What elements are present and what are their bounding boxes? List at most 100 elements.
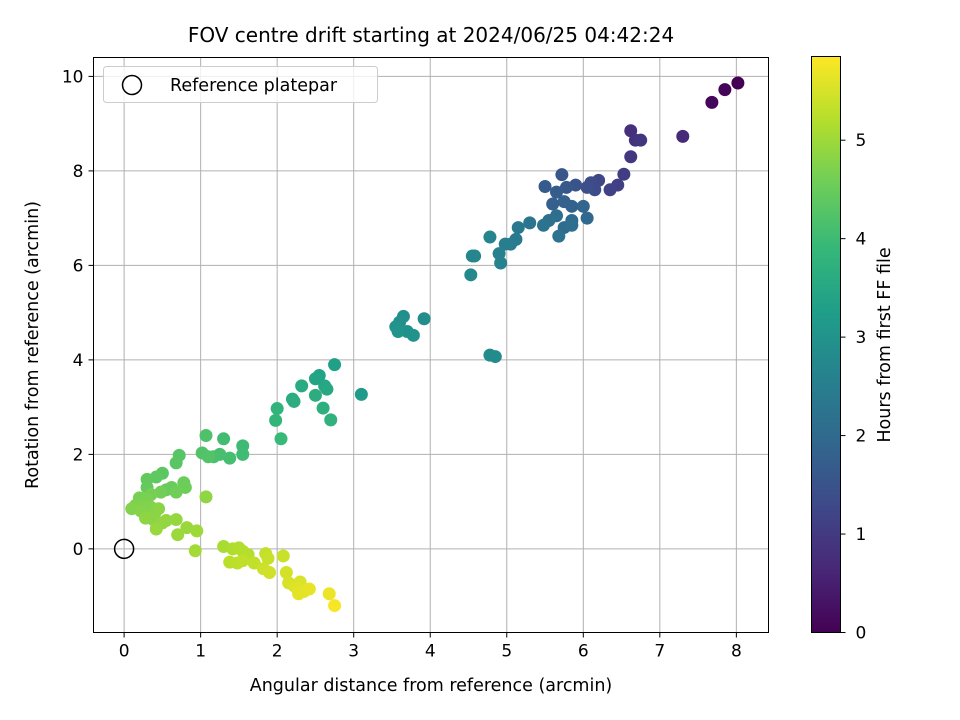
colorbar-tick-label: 3 xyxy=(856,328,867,348)
data-point xyxy=(546,197,560,211)
data-point xyxy=(468,249,482,263)
data-point xyxy=(308,372,322,386)
legend-reference-marker xyxy=(121,74,143,96)
data-point xyxy=(354,387,368,401)
x-tick-label: 8 xyxy=(731,642,742,662)
data-point xyxy=(523,216,537,230)
data-point xyxy=(180,521,194,535)
data-point xyxy=(324,413,338,427)
x-tick-label: 0 xyxy=(119,642,130,662)
colorbar-tick-label: 4 xyxy=(856,230,867,250)
colorbar-tick-label: 1 xyxy=(856,525,867,545)
data-point xyxy=(270,402,284,416)
x-tick-label: 7 xyxy=(654,642,665,662)
data-point xyxy=(236,554,250,568)
data-point xyxy=(199,490,213,504)
plot-area-frame xyxy=(93,57,769,633)
chart-title: FOV centre drift starting at 2024/06/25 … xyxy=(188,23,674,47)
data-point xyxy=(139,511,153,525)
colorbar-tick-label: 5 xyxy=(856,131,867,151)
data-point xyxy=(188,544,202,558)
data-point xyxy=(320,382,334,396)
y-tick-label: 0 xyxy=(73,540,84,560)
data-point xyxy=(718,83,732,97)
y-tick-label: 10 xyxy=(62,67,84,87)
data-point xyxy=(555,168,569,182)
data-point xyxy=(322,587,336,601)
x-axis-label: Angular distance from reference (arcmin) xyxy=(250,676,613,696)
data-point xyxy=(511,221,525,235)
data-point xyxy=(552,229,566,243)
y-axis-ticks: 0 2 4 6 8 10 xyxy=(62,67,94,560)
data-point xyxy=(199,428,213,442)
data-point xyxy=(494,256,508,270)
data-point xyxy=(308,388,322,402)
data-point xyxy=(316,401,330,415)
legend-label: Reference platepar xyxy=(170,76,338,96)
data-point xyxy=(580,211,594,225)
data-point xyxy=(565,218,579,232)
y-tick-label: 6 xyxy=(73,256,84,276)
x-tick-label: 5 xyxy=(501,642,512,662)
x-tick-label: 2 xyxy=(272,642,283,662)
data-point xyxy=(565,199,579,213)
data-point xyxy=(201,450,215,464)
grid-lines xyxy=(93,57,769,633)
x-tick-label: 6 xyxy=(578,642,589,662)
x-tick-label: 4 xyxy=(425,642,436,662)
x-axis-ticks: 0 1 2 3 4 5 6 7 8 xyxy=(119,632,742,662)
data-point xyxy=(223,451,237,465)
data-point xyxy=(676,129,690,143)
data-point xyxy=(269,413,283,427)
colorbar-tick-label: 0 xyxy=(856,624,867,644)
data-point xyxy=(149,522,163,536)
data-point xyxy=(634,133,648,147)
y-axis-label: Rotation from reference (arcmin) xyxy=(23,201,43,489)
data-point xyxy=(550,185,564,199)
plot-area-background xyxy=(93,57,769,633)
data-point xyxy=(328,599,342,613)
data-point xyxy=(538,179,552,193)
data-point xyxy=(154,485,168,499)
data-point xyxy=(276,549,290,563)
data-point xyxy=(279,565,293,579)
data-point xyxy=(483,230,497,244)
data-point xyxy=(169,485,183,499)
data-point xyxy=(391,325,405,339)
colorbar-gradient xyxy=(811,56,841,633)
colorbar-label: Hours from first FF file xyxy=(875,247,895,442)
x-tick-label: 3 xyxy=(348,642,359,662)
data-point xyxy=(261,551,275,565)
reference-platepar-marker xyxy=(113,538,135,560)
data-point xyxy=(576,199,590,213)
data-point xyxy=(263,565,277,579)
colorbar-ticks: 0 1 2 3 4 5 xyxy=(840,131,867,644)
data-point xyxy=(302,582,316,596)
data-point xyxy=(617,167,631,181)
legend: Reference platepar xyxy=(103,66,378,103)
data-point xyxy=(152,502,166,516)
data-point xyxy=(236,447,250,461)
y-tick-label: 4 xyxy=(73,351,84,371)
legend-box xyxy=(103,66,378,103)
data-point xyxy=(274,432,288,446)
data-point xyxy=(464,268,478,282)
data-point xyxy=(498,237,512,251)
data-point xyxy=(537,218,550,232)
data-point xyxy=(169,456,183,470)
data-point xyxy=(169,513,183,527)
data-point xyxy=(292,587,306,601)
y-tick-label: 8 xyxy=(73,162,84,182)
data-point xyxy=(580,180,594,194)
data-point xyxy=(328,358,342,372)
data-point xyxy=(171,528,185,542)
data-point xyxy=(287,394,301,408)
data-points xyxy=(125,76,745,613)
data-point xyxy=(559,180,573,194)
data-point xyxy=(295,379,309,393)
colorbar-tick-label: 2 xyxy=(856,427,867,447)
data-point xyxy=(406,328,420,342)
x-tick-label: 1 xyxy=(195,642,206,662)
data-point xyxy=(159,514,173,528)
